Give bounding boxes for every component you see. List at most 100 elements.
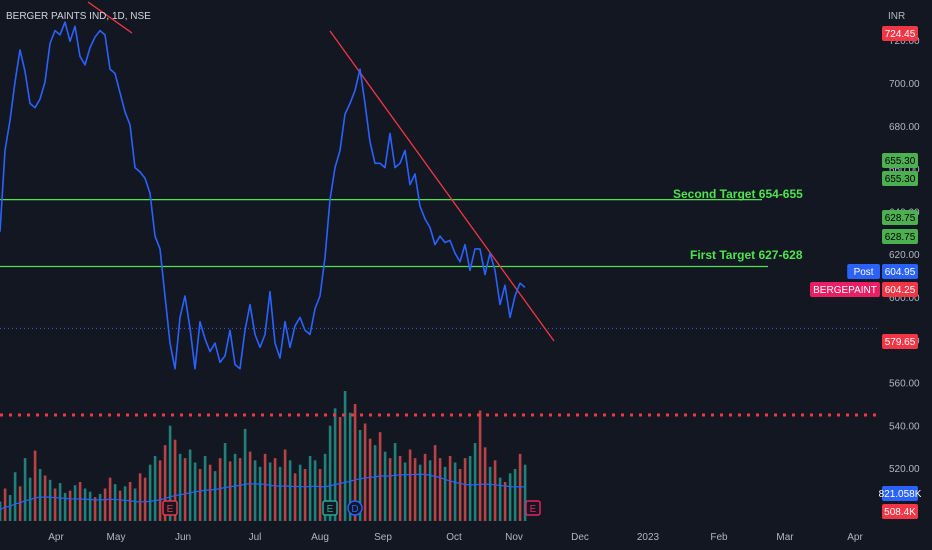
volume-bar xyxy=(148,464,152,521)
volume-bar xyxy=(478,410,482,521)
x-tick-label: May xyxy=(107,532,126,543)
volume-bar xyxy=(173,439,177,521)
volume-bar xyxy=(278,466,282,521)
price-badge xyxy=(882,282,918,297)
volume-bar xyxy=(248,451,252,521)
volume-bar xyxy=(213,471,217,521)
volume-bar xyxy=(363,423,367,521)
volume-bar xyxy=(473,443,477,521)
volume-bar xyxy=(153,456,157,521)
volume-bar xyxy=(368,438,372,521)
price-badge-value: 628.75 xyxy=(885,213,916,224)
volume-bar xyxy=(178,453,182,521)
volume-bar xyxy=(233,453,237,521)
volume-bar xyxy=(358,430,362,521)
volume-bar xyxy=(388,458,392,521)
volume-bar xyxy=(223,443,227,521)
trend-line xyxy=(329,30,555,342)
earnings-event-icon[interactable] xyxy=(162,500,178,516)
volume-bar xyxy=(163,445,167,521)
volume-bar xyxy=(253,460,257,521)
price-badge-value: 579.65 xyxy=(885,337,916,348)
volume-bar xyxy=(103,488,107,521)
volume-bar xyxy=(78,482,82,521)
volume-bar xyxy=(523,464,527,521)
volume-bar xyxy=(268,462,272,521)
earnings-event-icon[interactable] xyxy=(525,500,541,516)
price-tag xyxy=(847,264,880,279)
price-badge-value: 508.4K xyxy=(884,507,916,518)
x-tick-label: Aug xyxy=(311,532,329,543)
price-badge-value: 628.75 xyxy=(885,232,916,243)
y-tick-label: 560.00 xyxy=(889,379,920,390)
price-badge-value: 604.25 xyxy=(885,285,916,296)
volume-bar xyxy=(493,460,497,521)
volume-bar xyxy=(458,469,462,521)
volume-bar xyxy=(518,453,522,521)
volume-bar xyxy=(373,445,377,521)
volume-bar xyxy=(53,488,57,521)
volume-bar xyxy=(443,466,447,521)
price-badges: 724.45 655.30 655.30 628.75 628.75 604.95 Post… xyxy=(810,26,922,519)
x-axis[interactable]: Apr May Jun Jul Aug Sep Oct Nov Dec 2023 Feb Mar Apr xyxy=(48,532,863,543)
volume-bar xyxy=(418,464,422,521)
price-badge xyxy=(882,504,918,519)
volume-bar xyxy=(333,408,337,521)
dividend-event-icon[interactable] xyxy=(347,500,363,516)
volume-bar xyxy=(398,456,402,521)
volume-bar xyxy=(88,491,92,521)
volume-bar xyxy=(288,460,292,521)
volume-bar xyxy=(118,490,122,521)
volume-bar xyxy=(13,472,17,521)
volume-bar xyxy=(338,417,342,521)
volume-bar xyxy=(303,469,307,521)
y-tick-label: 720.00 xyxy=(889,36,920,47)
volume-bar xyxy=(488,466,492,521)
volume-bar xyxy=(228,461,232,521)
volume-bar xyxy=(8,495,12,521)
y-tick-label: 660.00 xyxy=(889,165,920,176)
volume-bar xyxy=(188,449,192,521)
x-tick-label: Sep xyxy=(374,532,392,543)
volume-bar xyxy=(453,462,457,521)
y-tick-label: 520.00 xyxy=(889,464,920,475)
volume-bar xyxy=(438,458,442,521)
volume-bar xyxy=(508,473,512,521)
volume-bar xyxy=(203,456,207,521)
volume-bar xyxy=(263,453,267,521)
volume-bar xyxy=(158,460,162,521)
volume-bar xyxy=(43,475,47,521)
x-tick-label: 2023 xyxy=(637,532,660,543)
volume-bar xyxy=(448,456,452,521)
volume-bar xyxy=(423,453,427,521)
volume-bar xyxy=(308,456,312,521)
volume-bar xyxy=(128,482,132,521)
volume-bar xyxy=(468,456,472,521)
volume-bar xyxy=(283,449,287,521)
volume-bar xyxy=(68,490,72,521)
volume-bar xyxy=(428,460,432,521)
x-tick-label: Apr xyxy=(847,532,863,543)
volume-bar xyxy=(23,458,27,521)
price-badge-value: 655.30 xyxy=(885,174,916,185)
volume-bar xyxy=(258,466,262,521)
volume-bar xyxy=(318,469,322,521)
y-tick-label: 540.00 xyxy=(889,421,920,432)
x-tick-label: Jun xyxy=(175,532,191,543)
volume-bar xyxy=(328,425,332,521)
x-tick-label: Mar xyxy=(776,532,794,543)
y-tick-label: 700.00 xyxy=(889,79,920,90)
chart-title: BERGER PAINTS IND, 1D, NSE xyxy=(6,11,151,22)
price-tag xyxy=(810,282,880,297)
price-badge xyxy=(882,229,918,244)
earnings-event-icon[interactable] xyxy=(322,500,338,516)
event-label: E xyxy=(327,504,334,515)
volume-layer xyxy=(0,391,527,521)
volume-bar xyxy=(498,477,502,521)
event-label: E xyxy=(167,504,174,515)
volume-bar xyxy=(113,484,117,521)
volume-bar xyxy=(298,464,302,521)
volume-bar xyxy=(313,460,317,521)
